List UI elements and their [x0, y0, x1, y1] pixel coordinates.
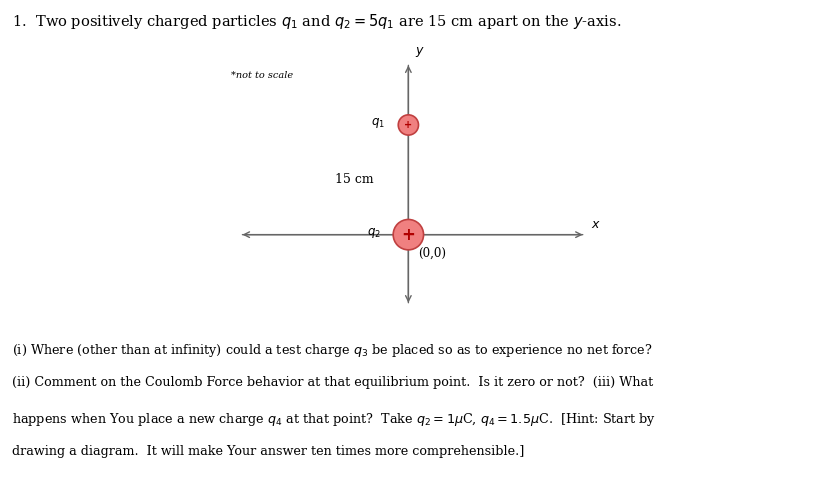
Text: $q_2$: $q_2$ [367, 226, 381, 240]
Text: *not to scale: *not to scale [231, 71, 294, 80]
Text: $x$: $x$ [591, 218, 601, 231]
Text: +: + [402, 226, 415, 244]
Text: (0,0): (0,0) [418, 247, 446, 260]
Text: +: + [404, 120, 412, 130]
Circle shape [398, 115, 418, 135]
Text: happens when You place a new charge $q_4$ at that point?  Take $q_2 = 1\mu$C, $q: happens when You place a new charge $q_4… [12, 411, 657, 428]
Text: $y$: $y$ [415, 45, 425, 59]
Text: 1.  Two positively charged particles $q_1$ and $q_2 = 5q_1$ are 15 cm apart on t: 1. Two positively charged particles $q_1… [12, 12, 621, 31]
Text: (i) Where (other than at infinity) could a test charge $q_3$ be placed so as to : (i) Where (other than at infinity) could… [12, 342, 653, 359]
Text: drawing a diagram.  It will make Your answer ten times more comprehensible.]: drawing a diagram. It will make Your ans… [12, 445, 525, 458]
Text: (ii) Comment on the Coulomb Force behavior at that equilibrium point.  Is it zer: (ii) Comment on the Coulomb Force behavi… [12, 376, 653, 389]
Text: $q_1$: $q_1$ [370, 116, 384, 130]
Text: 15 cm: 15 cm [335, 174, 374, 186]
Circle shape [394, 219, 423, 250]
